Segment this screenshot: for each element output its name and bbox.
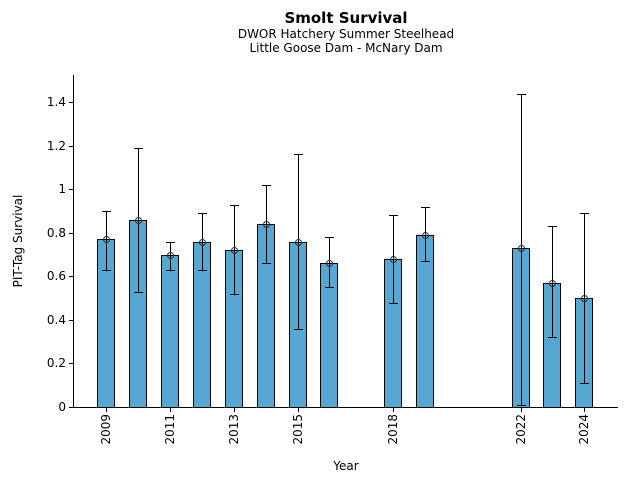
y-tick — [69, 320, 73, 321]
data-point-marker — [295, 239, 302, 246]
x-tick — [393, 408, 394, 412]
x-tick — [584, 408, 585, 412]
error-bar-cap-top — [102, 211, 111, 212]
error-bar-cap-bottom — [102, 270, 111, 271]
y-tick — [69, 146, 73, 147]
y-tick-label: 0.4 — [46, 313, 66, 327]
error-bar-cap-bottom — [548, 337, 557, 338]
data-point-marker — [581, 295, 588, 302]
error-bar-cap-top — [580, 213, 589, 214]
data-point-marker — [422, 232, 429, 239]
chart-subtitle-2: Little Goose Dam - McNary Dam — [249, 41, 443, 55]
x-tick — [106, 408, 107, 412]
error-bar-cap-top — [294, 154, 303, 155]
error-bar-cap-top — [421, 207, 430, 208]
y-tick-label: 1 — [58, 182, 66, 196]
error-bar-cap-bottom — [294, 329, 303, 330]
error-bar-cap-top — [517, 94, 526, 95]
x-tick — [170, 408, 171, 412]
data-point-marker — [326, 260, 333, 267]
y-tick-label: 0.8 — [46, 226, 66, 240]
chart-title: Smolt Survival — [284, 9, 408, 27]
error-bar-cap-bottom — [166, 270, 175, 271]
y-tick-label: 1.4 — [46, 95, 66, 109]
error-bar-cap-bottom — [517, 405, 526, 406]
x-tick — [521, 408, 522, 412]
data-point-marker — [231, 247, 238, 254]
bar — [161, 255, 179, 408]
y-tick — [69, 363, 73, 364]
error-bar-cap-bottom — [421, 261, 430, 262]
chart-subtitle-1: DWOR Hatchery Summer Steelhead — [237, 27, 455, 41]
x-axis-label: Year — [333, 459, 359, 473]
error-bar-cap-bottom — [580, 383, 589, 384]
data-point-marker — [518, 245, 525, 252]
x-tick — [234, 408, 235, 412]
y-tick-label: 1.2 — [46, 139, 66, 153]
error-bar-cap-top — [198, 213, 207, 214]
y-axis-line — [73, 75, 74, 408]
y-tick-label: 0.6 — [46, 269, 66, 283]
y-tick — [69, 189, 73, 190]
y-tick-label: 0.2 — [46, 356, 66, 370]
x-tick — [298, 408, 299, 412]
error-bar-cap-top — [134, 148, 143, 149]
error-bar-cap-bottom — [389, 303, 398, 304]
y-tick-label: 0 — [58, 400, 66, 414]
x-tick-label: 2015 — [291, 414, 305, 445]
error-bar-cap-bottom — [134, 292, 143, 293]
x-axis-line — [73, 407, 618, 408]
x-tick-label: 2022 — [514, 414, 528, 445]
title-block: Smolt Survival DWOR Hatchery Summer Stee… — [74, 0, 618, 56]
data-point-marker — [199, 239, 206, 246]
x-tick-label: 2024 — [577, 414, 591, 445]
error-bar-cap-top — [166, 242, 175, 243]
error-bar-cap-top — [548, 226, 557, 227]
y-tick — [69, 276, 73, 277]
error-bar-cap-bottom — [198, 270, 207, 271]
data-point-marker — [167, 252, 174, 259]
error-bar-cap-bottom — [262, 263, 271, 264]
error-bar-cap-bottom — [325, 287, 334, 288]
y-tick — [69, 102, 73, 103]
data-point-marker — [549, 280, 556, 287]
x-tick-label: 2018 — [386, 414, 400, 445]
error-bar-cap-top — [230, 205, 239, 206]
error-bar-cap-top — [389, 215, 398, 216]
data-point-marker — [103, 236, 110, 243]
error-bar-cap-top — [262, 185, 271, 186]
data-point-marker — [135, 217, 142, 224]
data-point-marker — [263, 221, 270, 228]
error-bar-cap-top — [325, 237, 334, 238]
error-bar-cap-bottom — [230, 294, 239, 295]
x-tick-label: 2013 — [227, 414, 241, 445]
y-tick — [69, 407, 73, 408]
x-tick-label: 2011 — [163, 414, 177, 445]
x-tick-label: 2009 — [99, 414, 113, 445]
data-point-marker — [390, 256, 397, 263]
y-tick — [69, 233, 73, 234]
